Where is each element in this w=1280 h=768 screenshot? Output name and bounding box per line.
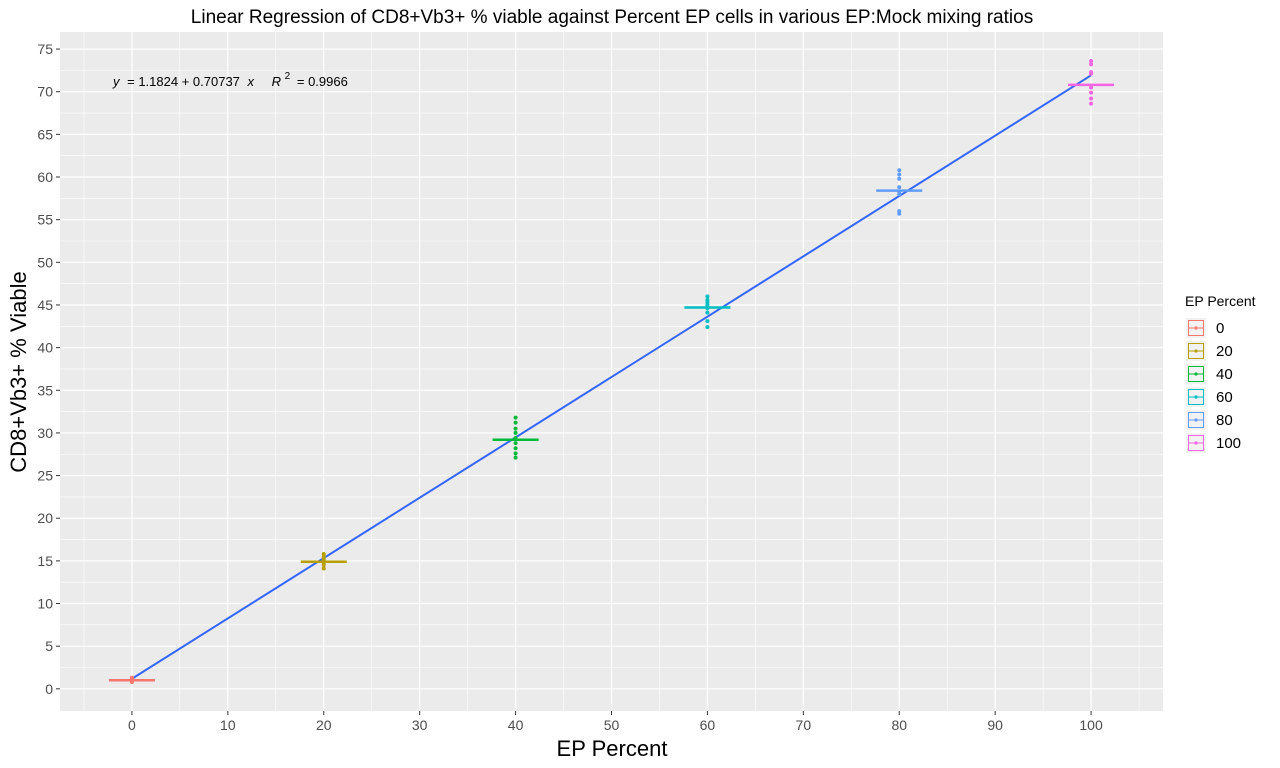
y-tick-label: 25 <box>37 468 53 484</box>
data-point <box>513 430 518 435</box>
legend-label: 80 <box>1216 412 1233 429</box>
data-point <box>321 552 326 557</box>
series-100 <box>1068 59 1115 106</box>
data-point <box>897 176 902 181</box>
data-point <box>705 294 710 299</box>
x-tick-label: 90 <box>987 717 1003 733</box>
legend-key-dot <box>1194 418 1198 422</box>
axis-ticks: 0 10 20 30 40 50 60 70 80 90 100 0 5 10 15 20 25 30 35 40 45… <box>37 41 1103 733</box>
data-point <box>705 297 710 302</box>
series-20 <box>300 552 347 571</box>
data-point <box>897 172 902 177</box>
data-point <box>705 310 710 315</box>
data-point <box>1089 70 1094 75</box>
legend-item-60: 60 <box>1186 387 1233 407</box>
equation-rhs: = 1.1824 + 0.70737 <box>127 74 240 89</box>
data-point <box>321 566 326 571</box>
data-point <box>1089 59 1094 64</box>
data-point <box>513 415 518 420</box>
series-0 <box>108 675 155 684</box>
r-squared-symbol: R <box>272 74 281 89</box>
series-40 <box>492 415 539 460</box>
x-tick-label: 40 <box>508 717 524 733</box>
legend-item-80: 80 <box>1186 410 1233 430</box>
legend-item-40: 40 <box>1186 364 1233 384</box>
y-tick-label: 0 <box>45 681 53 697</box>
x-tick-label: 30 <box>412 717 428 733</box>
series-60 <box>684 294 731 330</box>
legend: EP Percent 0 20 40 60 80 100 <box>1185 293 1256 453</box>
data-point <box>513 451 518 456</box>
y-tick-label: 5 <box>45 638 53 654</box>
data-point <box>1089 90 1094 95</box>
y-tick-label: 65 <box>37 126 53 142</box>
data-point <box>705 319 710 324</box>
r-squared-superscript: 2 <box>285 71 291 82</box>
legend-label: 60 <box>1216 389 1233 406</box>
x-tick-label: 50 <box>604 717 620 733</box>
equation-y-var: y <box>112 74 121 89</box>
legend-key-dot <box>1194 441 1198 445</box>
regression-layer <box>131 74 1092 680</box>
legend-label: 40 <box>1216 366 1233 383</box>
data-point <box>513 446 518 451</box>
data-point <box>1089 96 1094 101</box>
x-tick-label: 20 <box>316 717 332 733</box>
y-tick-label: 20 <box>37 510 53 526</box>
legend-label: 100 <box>1216 435 1241 452</box>
data-point <box>513 420 518 425</box>
chart-title: Linear Regression of CD8+Vb3+ % viable a… <box>191 7 1033 28</box>
legend-title: EP Percent <box>1185 293 1256 309</box>
equation-x-var: x <box>247 74 255 89</box>
y-tick-label: 75 <box>37 41 53 57</box>
series-80 <box>876 168 923 216</box>
y-tick-label: 35 <box>37 382 53 398</box>
regression-line <box>131 74 1092 680</box>
data-point <box>705 325 710 330</box>
x-tick-label: 0 <box>128 717 136 733</box>
legend-label: 20 <box>1216 343 1233 360</box>
y-tick-label: 15 <box>37 553 53 569</box>
legend-item-100: 100 <box>1186 433 1241 453</box>
data-point <box>1089 62 1094 67</box>
y-tick-label: 10 <box>37 596 53 612</box>
y-tick-label: 40 <box>37 340 53 356</box>
data-point <box>129 675 134 680</box>
legend-key-dot <box>1194 349 1198 353</box>
legend-item-0: 0 <box>1186 318 1224 338</box>
data-point <box>513 426 518 431</box>
x-tick-label: 100 <box>1079 717 1103 733</box>
legend-key-dot <box>1194 395 1198 399</box>
legend-key-dot <box>1194 326 1198 330</box>
data-point <box>897 185 902 190</box>
x-axis-title: EP Percent <box>557 736 668 761</box>
x-tick-label: 80 <box>891 717 907 733</box>
data-point <box>513 441 518 446</box>
y-axis-title: CD8+Vb3+ % Viable <box>6 271 31 472</box>
legend-label: 0 <box>1216 320 1224 337</box>
y-tick-label: 55 <box>37 212 53 228</box>
data-point <box>1089 101 1094 106</box>
grid-lines <box>60 32 1163 711</box>
x-tick-label: 70 <box>796 717 812 733</box>
r-squared-value: = 0.9966 <box>297 74 348 89</box>
regression-equation: y = 1.1824 + 0.70737 x R 2 = 0.9966 <box>112 67 348 89</box>
data-point <box>513 455 518 460</box>
legend-items: 0 20 40 60 80 100 <box>1186 318 1241 453</box>
y-tick-label: 30 <box>37 425 53 441</box>
legend-key-dot <box>1194 372 1198 376</box>
y-tick-label: 45 <box>37 297 53 313</box>
data-point <box>897 209 902 214</box>
legend-item-20: 20 <box>1186 341 1233 361</box>
data-points <box>108 59 1115 684</box>
x-tick-label: 10 <box>220 717 236 733</box>
x-tick-label: 60 <box>700 717 716 733</box>
y-tick-label: 70 <box>37 84 53 100</box>
y-tick-label: 50 <box>37 254 53 270</box>
data-point <box>1089 85 1094 90</box>
y-tick-label: 60 <box>37 169 53 185</box>
data-point <box>897 168 902 173</box>
